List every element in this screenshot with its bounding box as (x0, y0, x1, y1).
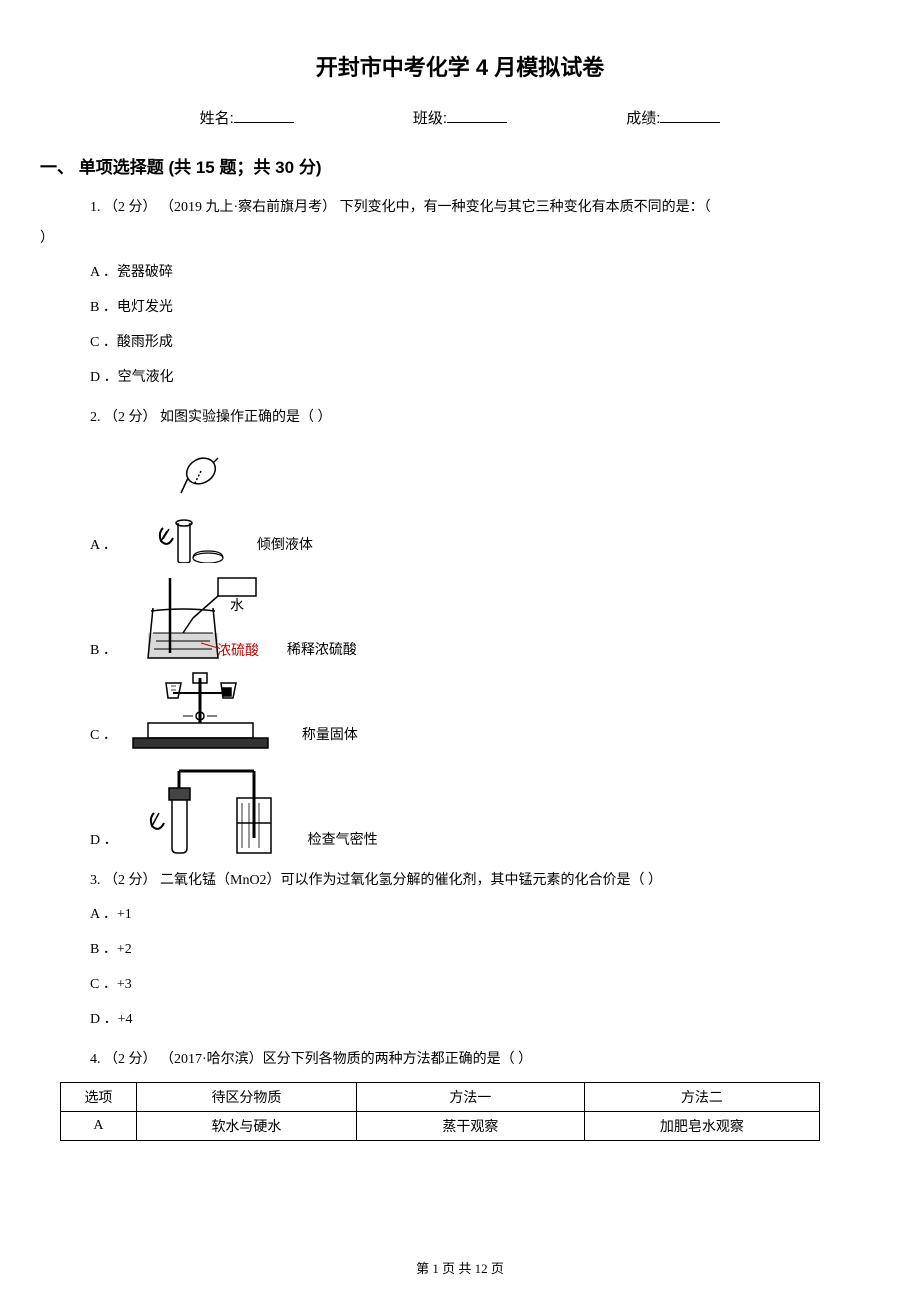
q4-table: 选项 待区分物质 方法一 方法二 A 软水与硬水 蒸干观察 加肥皂水观察 (60, 1082, 820, 1141)
question-4: 4. （2 分） （2017·哈尔滨）区分下列各物质的两种方法都正确的是（ ） … (60, 1045, 860, 1141)
q4-stem: 4. （2 分） （2017·哈尔滨）区分下列各物质的两种方法都正确的是（ ） (60, 1045, 860, 1076)
q4-th-1: 待区分物质 (136, 1082, 356, 1111)
q2-stem: 2. （2 分） 如图实验操作正确的是（ ） (60, 403, 860, 434)
score-label: 成绩: (626, 107, 660, 128)
q2-choice-a[interactable]: A ． 倾倒液体 (60, 433, 860, 563)
header-fields: 姓名: 班级: 成绩: (60, 107, 860, 128)
q2-b-acid-label: 浓硫酸 (217, 643, 259, 659)
q4-th-2: 方法一 (357, 1082, 585, 1111)
q4-td-0-0: A (61, 1111, 137, 1140)
q2-d-text: 检查气密性 (308, 823, 378, 858)
table-header-row: 选项 待区分物质 方法一 方法二 (61, 1082, 820, 1111)
question-1: 1. （2 分） （2019 九上·察右前旗月考） 下列变化中，有一种变化与其它… (60, 193, 860, 395)
score-blank[interactable] (660, 109, 720, 123)
q2-choice-b[interactable]: B ． 水 浓硫酸 (60, 563, 860, 668)
q3-stem: 3. （2 分） 二氧化锰（MnO2）可以作为过氧化氢分解的催化剂，其中锰元素的… (60, 866, 860, 897)
name-label: 姓名: (200, 107, 234, 128)
q4-th-3: 方法二 (584, 1082, 819, 1111)
q4-td-0-3: 加肥皂水观察 (584, 1111, 819, 1140)
class-label: 班级: (413, 107, 447, 128)
q4-td-0-2: 蒸干观察 (357, 1111, 585, 1140)
q2-b-water-label: 水 (230, 598, 244, 614)
page-title: 开封市中考化学 4 月模拟试卷 (60, 50, 860, 82)
q2-choice-d[interactable]: D ． 检查气密性 (60, 753, 860, 858)
q1-choice-a[interactable]: A ．瓷器破碎 (60, 255, 860, 290)
name-field: 姓名: (200, 107, 294, 128)
q4-th-0: 选项 (61, 1082, 137, 1111)
page-footer: 第 1 页 共 12 页 (0, 1258, 920, 1277)
q3-choice-a[interactable]: A ．+1 (60, 897, 860, 932)
q1-choice-b[interactable]: B ．电灯发光 (60, 290, 860, 325)
class-blank[interactable] (447, 109, 507, 123)
q2-b-image: 水 浓硫酸 (123, 563, 263, 668)
class-field: 班级: (413, 107, 507, 128)
question-2: 2. （2 分） 如图实验操作正确的是（ ） A ． (60, 403, 860, 859)
q2-b-text: 稀释浓硫酸 (287, 633, 357, 668)
q2-c-image (123, 668, 278, 753)
section-1-heading: 一、 单项选择题 (共 15 题；共 30 分) (40, 153, 860, 178)
q2-c-text: 称量固体 (302, 718, 358, 753)
question-3: 3. （2 分） 二氧化锰（MnO2）可以作为过氧化氢分解的催化剂，其中锰元素的… (60, 866, 860, 1037)
q1-choice-c[interactable]: C ．酸雨形成 (60, 325, 860, 360)
q2-a-image (123, 433, 233, 563)
q4-td-0-1: 软水与硬水 (136, 1111, 356, 1140)
table-row: A 软水与硬水 蒸干观察 加肥皂水观察 (61, 1111, 820, 1140)
name-blank[interactable] (234, 109, 294, 123)
q2-d-label: D ． (90, 823, 118, 858)
q1-choice-d[interactable]: D ．空气液化 (60, 360, 860, 395)
q2-d-image (124, 753, 284, 858)
q2-a-label: A ． (90, 528, 117, 563)
q2-c-label: C ． (90, 718, 117, 753)
q2-choice-c[interactable]: C ． 称量固体 (60, 668, 860, 753)
q1-stem-suffix: ） (40, 224, 860, 255)
q3-choice-c[interactable]: C ．+3 (60, 967, 860, 1002)
q2-b-label: B ． (90, 633, 117, 668)
q3-choice-d[interactable]: D ．+4 (60, 1002, 860, 1037)
q3-choice-b[interactable]: B ．+2 (60, 932, 860, 967)
q1-stem: 1. （2 分） （2019 九上·察右前旗月考） 下列变化中，有一种变化与其它… (60, 193, 860, 224)
score-field: 成绩: (626, 107, 720, 128)
q2-a-text: 倾倒液体 (257, 528, 313, 563)
